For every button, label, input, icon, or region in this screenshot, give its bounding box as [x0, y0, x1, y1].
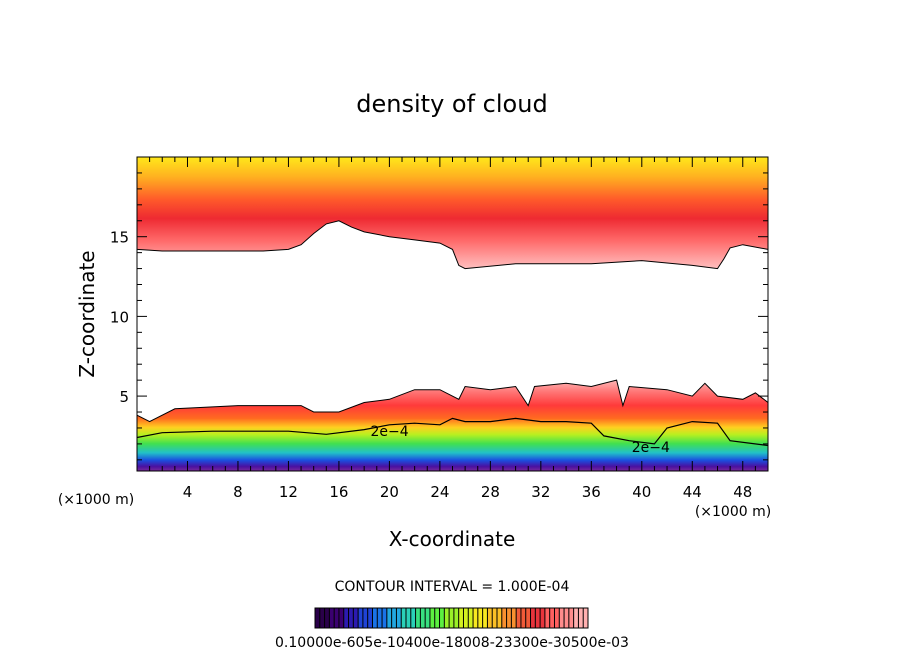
colorbar-swatch — [530, 608, 546, 628]
plot-area: 2e−4 2e−4 — [137, 157, 768, 471]
lower-cloud-region — [137, 380, 768, 471]
x-tick-label: 40 — [632, 483, 651, 501]
y-tick-label: 5 — [119, 388, 129, 406]
colorbar — [314, 607, 589, 629]
lower-cloud-top-contour — [137, 379, 768, 423]
x-tick-label: 16 — [329, 483, 348, 501]
x-tick-label: 36 — [582, 483, 601, 501]
contour-label: 2e−4 — [632, 440, 670, 456]
colorbar-swatch — [415, 608, 431, 628]
contour-line-2e-4 — [137, 417, 768, 447]
colorbar-tick-labels: 0.10000e-605e-10400e-18008-23300e-30500e… — [275, 635, 629, 651]
colorbar-swatch — [401, 608, 417, 628]
colorbar-swatch — [473, 608, 488, 628]
x-tick-label: 20 — [380, 483, 399, 501]
chart-title: density of cloud — [356, 90, 547, 118]
colorbar-swatch — [544, 608, 560, 628]
y-axis-ticks: 5 10 15 — [110, 229, 768, 406]
colorbar-swatch — [372, 608, 388, 628]
colorbar-label: CONTOUR INTERVAL = 1.000E-04 — [335, 579, 570, 595]
colorbar-swatch — [429, 608, 445, 628]
colorbar-swatch — [516, 608, 532, 628]
contour-labels: 2e−4 2e−4 — [370, 424, 669, 456]
y-axis-minor-ticks — [137, 172, 768, 461]
colorbar-swatch — [487, 608, 503, 628]
colorbar-swatch — [358, 608, 373, 628]
x-axis-label: X-coordinate — [389, 527, 516, 551]
colorbar-swatch — [386, 608, 402, 628]
contour-label: 2e−4 — [370, 424, 408, 440]
x-tick-label: 48 — [733, 483, 752, 501]
upper-cloud-region — [137, 157, 768, 269]
x-axis-minor-ticks — [149, 157, 756, 471]
y-axis-label: Z-coordinate — [75, 250, 99, 377]
x-tick-label: 24 — [430, 483, 449, 501]
x-tick-label: 28 — [481, 483, 500, 501]
x-tick-label: 4 — [183, 483, 193, 501]
y-tick-label: 10 — [110, 308, 129, 326]
colorbar-swatch — [444, 608, 460, 628]
colorbar-swatch — [329, 608, 345, 628]
x-axis-unit-right: (×1000 m) — [695, 504, 771, 520]
colorbar-swatch — [315, 608, 330, 628]
x-tick-label: 12 — [279, 483, 298, 501]
y-tick-label: 15 — [110, 229, 129, 247]
x-tick-label: 32 — [531, 483, 550, 501]
x-axis-ticks: 4 8 12 16 20 24 28 32 36 40 44 48 — [183, 157, 752, 501]
colorbar-swatch — [343, 608, 359, 628]
colorbar-swatch — [501, 608, 517, 628]
colorbar-frame — [314, 607, 589, 629]
upper-cloud-base-contour — [137, 220, 768, 270]
x-tick-label: 8 — [233, 483, 243, 501]
x-tick-label: 44 — [683, 483, 702, 501]
x-axis-unit-left: (×1000 m) — [58, 492, 134, 508]
colorbar-swatch — [458, 608, 474, 628]
colorbar-swatch — [573, 608, 589, 628]
colorbar-swatch — [559, 608, 575, 628]
